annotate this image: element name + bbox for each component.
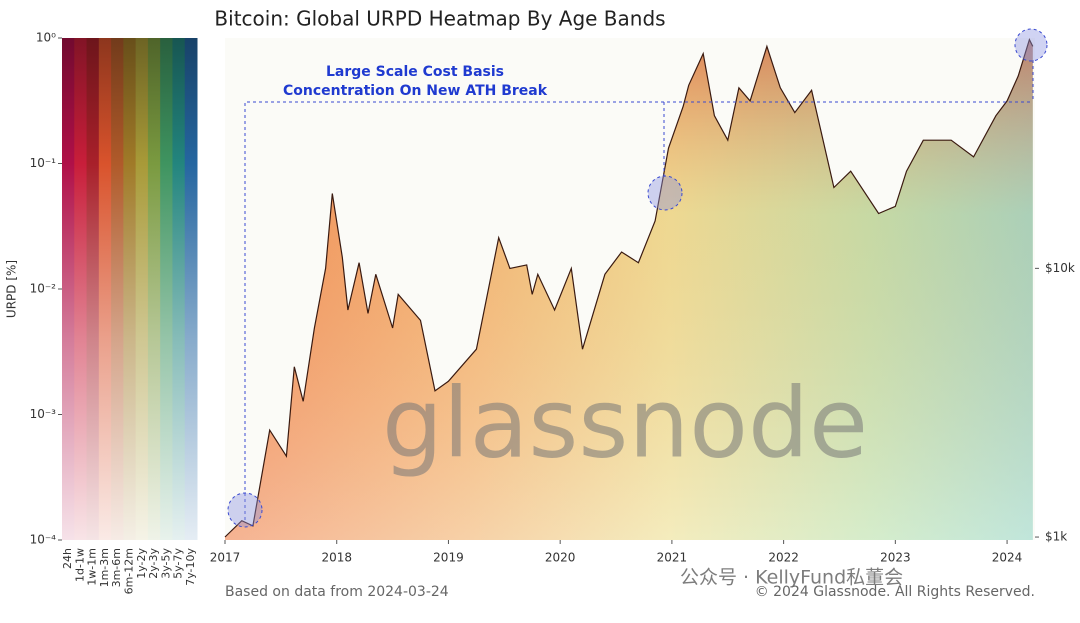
annotation-frame — [227, 28, 1048, 528]
x-tick-label: 2018 — [321, 551, 352, 565]
legend-swatch — [86, 38, 100, 540]
legend-label: 2y-3y — [147, 548, 160, 579]
watermark: glassnode — [382, 367, 868, 479]
legend-label: 1d-1w — [73, 548, 86, 582]
colorbar: 24h 1d-1w 1w-1m 1m-3m 3m-6m 6m-12m 1y-2y 2y-3y 3… — [30, 31, 198, 594]
x-tick-label: 2024 — [992, 551, 1023, 565]
x-tick-label: 2022 — [768, 551, 799, 565]
legend-swatch — [184, 38, 198, 540]
x-tick-label: 2019 — [433, 551, 464, 565]
legend-label: 5y-7y — [172, 548, 185, 579]
footnote: Based on data from 2024-03-24 — [225, 584, 449, 600]
heat-shade — [225, 39, 1033, 540]
y-tick-label: $10k — [1045, 261, 1075, 275]
annotation: Concentration On New ATH Break — [283, 83, 548, 99]
highlight-circle — [1014, 28, 1048, 62]
chart-title: Bitcoin: Global URPD Heatmap By Age Band… — [214, 7, 665, 31]
legend-swatch — [62, 38, 75, 540]
colorbar-tick-label: 10⁰ — [36, 31, 56, 45]
dashed-line — [244, 101, 1033, 520]
colorbar-tick-label: 10⁻² — [30, 282, 57, 296]
x-tick-label: 2020 — [545, 551, 576, 565]
x-tick-label: 2021 — [657, 551, 688, 565]
legend-label: 6m-12m — [123, 548, 136, 594]
legend-swatch — [74, 38, 88, 540]
colorbar-label: URPD [%] — [5, 260, 19, 318]
y-tick-label: $1k — [1045, 530, 1067, 544]
legend-label: 1y-2y — [135, 548, 148, 579]
highlight-circle — [647, 175, 683, 211]
price-line — [224, 37, 1034, 538]
legend-swatch — [123, 38, 137, 540]
legend-swatch — [147, 38, 161, 540]
legend-swatch — [160, 38, 173, 540]
highlight-circle — [227, 492, 263, 528]
colorbar-tick-label: 10⁻³ — [30, 407, 57, 421]
annotation: Large Scale Cost Basis — [326, 64, 504, 80]
legend-label: 3y-5y — [159, 548, 172, 579]
legend-label: 24h — [61, 548, 74, 569]
colorbar-tick-label: 10⁻⁴ — [30, 533, 57, 547]
legend-label: 7y-10y — [184, 548, 197, 586]
legend-label: 3m-6m — [110, 548, 123, 587]
legend-swatch — [135, 38, 149, 540]
legend-swatch — [111, 38, 124, 540]
copyright: © 2024 Glassnode. All Rights Reserved. — [755, 584, 1035, 600]
legend-swatch — [98, 38, 112, 540]
legend-swatch — [172, 38, 186, 540]
x-tick-label: 2017 — [210, 551, 241, 565]
colorbar-tick-label: 10⁻¹ — [30, 156, 57, 170]
x-tick-label: 2023 — [880, 551, 911, 565]
legend-label: 1m-3m — [98, 548, 111, 587]
legend-label: 1w-1m — [86, 548, 99, 586]
overlay-text: 公众号 · KellyFund私董会 — [680, 567, 903, 589]
plot — [224, 37, 1034, 540]
